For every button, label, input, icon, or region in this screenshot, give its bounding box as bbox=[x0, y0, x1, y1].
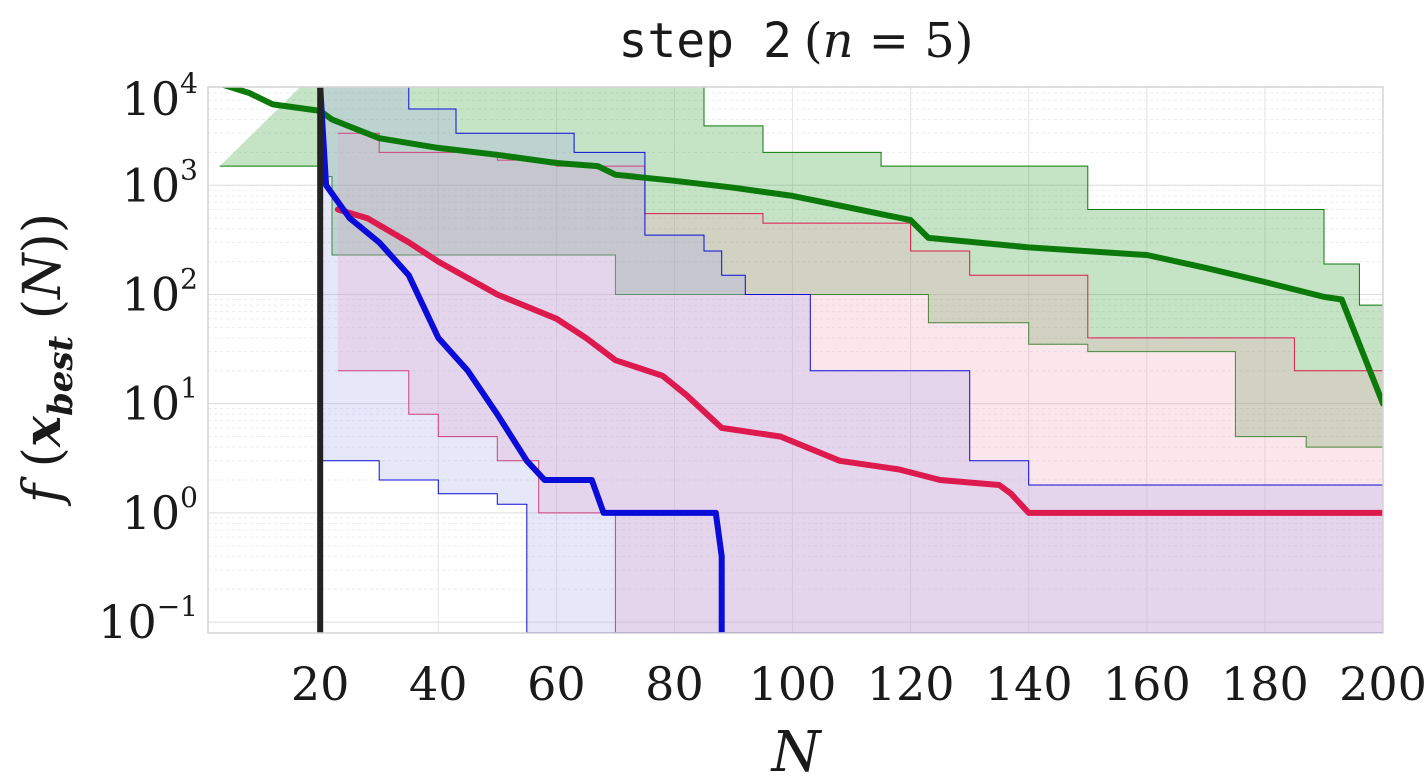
band-fill-green bbox=[219, 87, 1383, 505]
x-tick-label: 80 bbox=[645, 657, 704, 711]
y-axis-label: f (xbest (N)) bbox=[12, 213, 81, 507]
plot-background bbox=[208, 87, 1383, 633]
x-tick-label: 120 bbox=[867, 657, 955, 711]
y-tick-label: 100 bbox=[122, 481, 198, 540]
band-upper-blue bbox=[408, 87, 1383, 486]
series-line-blue bbox=[317, 87, 725, 633]
band-fill-blue bbox=[320, 87, 1383, 633]
y-tick-label: 101 bbox=[122, 372, 198, 431]
y-tick-label: 10−1 bbox=[98, 590, 198, 649]
series-line-layer bbox=[219, 87, 1383, 633]
x-tick-label: 180 bbox=[1221, 657, 1309, 711]
series-line-green bbox=[219, 87, 1383, 407]
y-tick-label: 104 bbox=[122, 67, 198, 126]
y-tick-label: 102 bbox=[122, 262, 198, 321]
band-upper-green bbox=[656, 87, 1383, 312]
chart-title: step 2 (n = 5) bbox=[618, 13, 973, 69]
x-tick-label: 140 bbox=[985, 657, 1073, 711]
x-tick-label: 20 bbox=[291, 657, 350, 711]
x-tick-label: 40 bbox=[409, 657, 468, 711]
x-tick-label: 60 bbox=[527, 657, 586, 711]
series-line-red bbox=[334, 206, 1383, 516]
tick-labels: 20 40 60 80 100 120 140 160 180 200 104 103 102 101 10… bbox=[98, 67, 1427, 711]
x-tick-label: 100 bbox=[749, 657, 837, 711]
x-axis-label: N bbox=[770, 720, 823, 778]
band-lower-blue bbox=[320, 460, 1383, 633]
band-lower-red bbox=[337, 370, 1383, 633]
plot-frame bbox=[207, 86, 1384, 634]
x-tick-label: 160 bbox=[1103, 657, 1191, 711]
x-tick-label: 200 bbox=[1339, 657, 1427, 711]
y-tick-label: 103 bbox=[122, 153, 198, 212]
